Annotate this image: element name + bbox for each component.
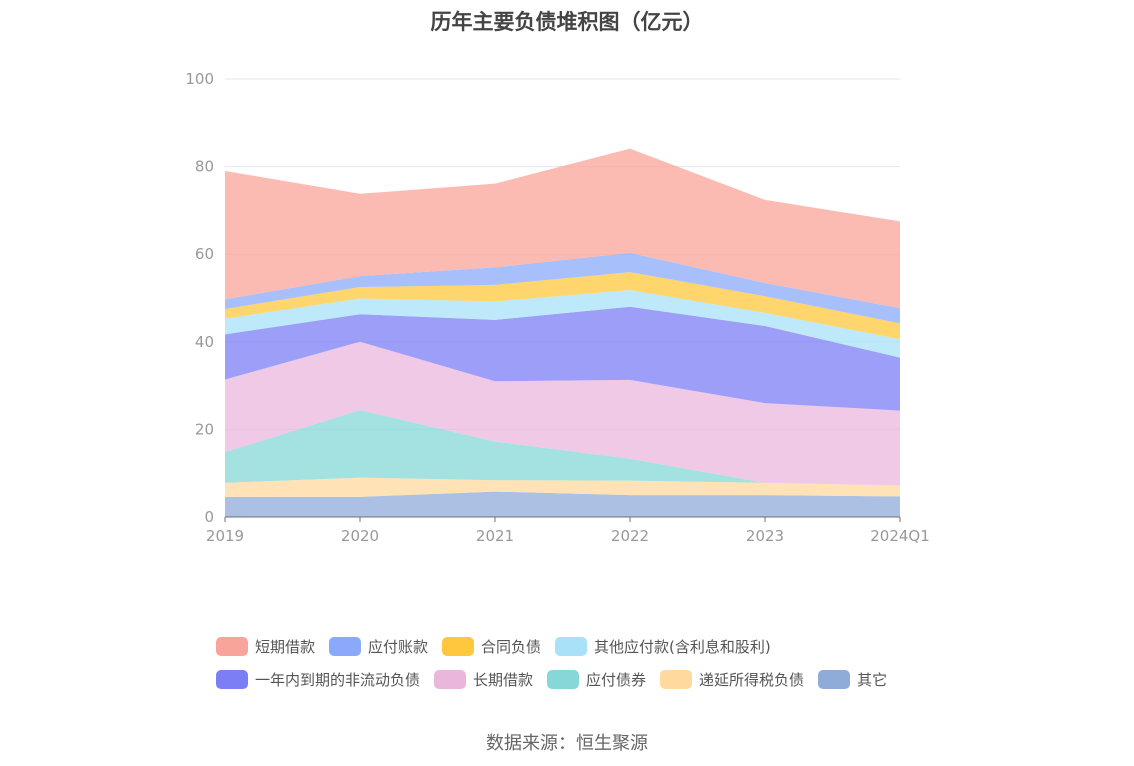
stacked-area-chart: 0 20 40 60 80 100 2019 2020 2021 2022 2023 2024Q1 [185, 70, 929, 545]
legend-label: 递延所得税负债 [699, 671, 805, 689]
area-合同负债 [225, 272, 900, 340]
x-tick-label: 2024Q1 [870, 527, 930, 545]
legend-item-deferred-tax[interactable]: 递延所得税负债 [660, 669, 804, 690]
y-tick-label: 40 [195, 333, 214, 351]
x-tick-label: 2021 [476, 527, 514, 545]
y-tick-label: 80 [195, 158, 214, 176]
area-其它 [225, 491, 900, 517]
y-tick-label: 0 [204, 508, 214, 526]
area-series [225, 148, 900, 517]
legend-swatch [818, 670, 851, 689]
legend-item-contract-liabilities[interactable]: 合同负债 [442, 636, 541, 657]
legend-label: 短期借款 [255, 638, 316, 656]
legend-item-accounts-payable[interactable]: 应付账款 [329, 636, 428, 657]
legend-label: 一年内到期的非流动负债 [255, 671, 421, 689]
area-长期借款 [225, 341, 900, 486]
legend-swatch [555, 637, 588, 656]
legend-item-bonds-payable[interactable]: 应付债券 [547, 669, 646, 690]
legend-item-short-term-loans[interactable]: 短期借款 [216, 636, 315, 657]
legend-swatch [216, 670, 248, 689]
legend-swatch [660, 670, 693, 689]
legend: 短期借款 应付账款 合同负债 其他应付款(含利息和股利) 一年内到期的非流动负债… [216, 630, 976, 696]
area-应付债券 [225, 410, 900, 486]
legend-item-other-payables[interactable]: 其他应付款(含利息和股利) [555, 636, 771, 657]
legend-swatch [434, 670, 467, 689]
legend-label: 应付账款 [368, 638, 429, 656]
legend-label: 应付债券 [586, 671, 647, 689]
legend-swatch [547, 670, 580, 689]
x-tick-label: 2020 [341, 527, 379, 545]
area-应付账款 [225, 252, 900, 324]
legend-swatch [216, 637, 248, 656]
axes: 0 20 40 60 80 100 2019 2020 2021 2022 2023 2024Q1 [185, 70, 929, 545]
legend-item-current-portion-noncurrent[interactable]: 一年内到期的非流动负债 [216, 669, 420, 690]
legend-label: 合同负债 [481, 638, 542, 656]
chart-title: 历年主要负债堆积图（亿元） [430, 10, 704, 34]
legend-label: 其它 [857, 671, 888, 689]
data-source-note: 数据来源：恒生聚源 [486, 733, 648, 754]
x-tick-label: 2019 [206, 527, 244, 545]
legend-row-2: 一年内到期的非流动负债 长期借款 应付债券 递延所得税负债 其它 [216, 663, 976, 696]
area-递延所得税负债 [225, 477, 900, 497]
legend-row-1: 短期借款 应付账款 合同负债 其他应付款(含利息和股利) [216, 630, 976, 663]
x-tick-label: 2022 [611, 527, 649, 545]
legend-label: 长期借款 [473, 671, 534, 689]
legend-item-other[interactable]: 其它 [818, 669, 887, 690]
area-其他应付款(含利息和股利) [225, 290, 900, 358]
legend-label: 其他应付款(含利息和股利) [594, 638, 771, 656]
y-tick-label: 20 [195, 420, 214, 438]
area-一年内到期的非流动负债 [225, 306, 900, 411]
x-tick-label: 2023 [746, 527, 784, 545]
area-短期借款 [225, 148, 900, 309]
legend-swatch [329, 637, 362, 656]
legend-swatch [442, 637, 475, 656]
legend-item-long-term-loans[interactable]: 长期借款 [434, 669, 533, 690]
y-tick-label: 100 [185, 70, 214, 88]
y-tick-label: 60 [195, 245, 214, 263]
